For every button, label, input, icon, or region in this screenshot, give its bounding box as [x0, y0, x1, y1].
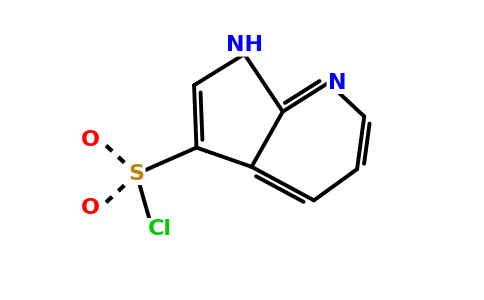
Text: Cl: Cl [148, 219, 171, 239]
Text: NH: NH [226, 35, 263, 56]
Text: S: S [129, 164, 145, 184]
Text: O: O [80, 130, 100, 150]
Text: N: N [328, 73, 346, 93]
Text: O: O [80, 197, 100, 218]
